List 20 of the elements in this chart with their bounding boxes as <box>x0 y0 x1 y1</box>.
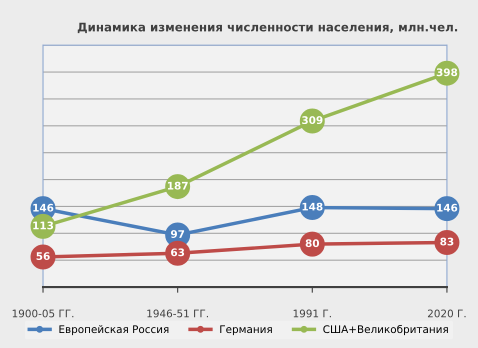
legend-label: США+Великобритания <box>323 324 448 336</box>
x-tick-label: 1900-05 ГГ. <box>12 310 74 318</box>
x-tick-label: 1991 Г. <box>294 310 331 318</box>
data-label: 63 <box>171 248 184 256</box>
data-label: 113 <box>33 222 54 230</box>
legend-label: Европейская Россия <box>59 325 168 336</box>
data-label: 146 <box>437 204 458 212</box>
data-label: 398 <box>436 68 458 76</box>
x-tick-label: 1946-51 ГГ. <box>147 310 208 318</box>
data-label: 187 <box>168 182 188 190</box>
chart-title: Динамика изменения численности населения, млн.чел. <box>78 22 458 34</box>
data-label: 309 <box>302 116 322 124</box>
data-label: 83 <box>440 238 454 246</box>
data-label: 148 <box>302 202 323 211</box>
data-label: 56 <box>36 252 50 260</box>
data-label: 146 <box>33 204 54 212</box>
data-label: 80 <box>306 239 320 248</box>
x-tick-label: 2020 Г. <box>428 310 466 318</box>
legend-label: Германия <box>220 325 272 336</box>
data-label: 97 <box>170 230 184 238</box>
